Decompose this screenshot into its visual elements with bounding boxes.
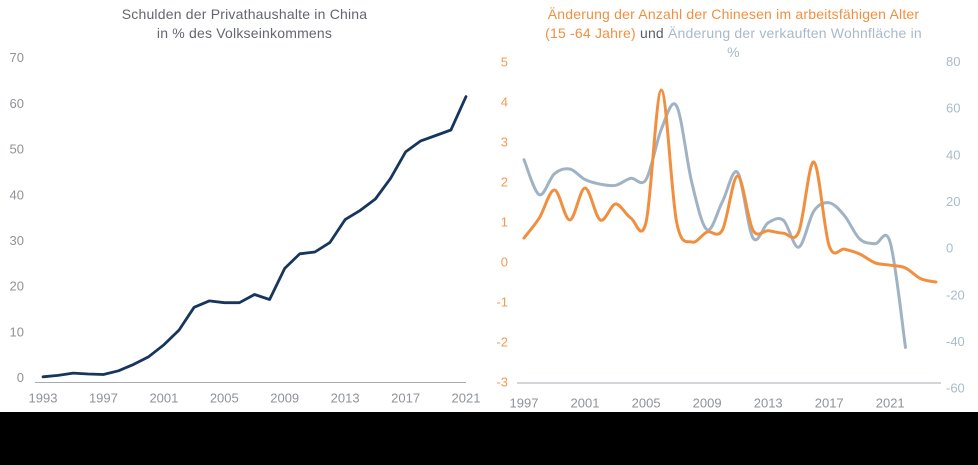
right-chart-title-floorspace-part1: Änderung der verkauften Wohnfläche in xyxy=(668,25,922,41)
footer-bar xyxy=(0,412,978,465)
left-chart-title-line1: Schulden der Privathaushalte in China xyxy=(121,6,368,22)
left-chart-y-tick-label: 0 xyxy=(17,370,24,385)
right-chart-left-y-tick-label: -2 xyxy=(496,335,508,350)
left-chart-y-tick-label: 60 xyxy=(10,96,24,111)
right-chart-left-y-tick-label: -1 xyxy=(496,295,508,310)
right-chart-title-workforce-part1: Änderung der Anzahl der Chinesen im arbe… xyxy=(547,6,920,22)
left-chart-y-tick-label: 70 xyxy=(10,50,24,65)
left-chart-y-tick-label: 50 xyxy=(10,142,24,157)
left-chart-x-tick-label: 1993 xyxy=(29,391,58,406)
right-chart-title-workforce-part2: (15 -64 Jahre) xyxy=(545,25,636,41)
right-chart-x-tick-label: 2013 xyxy=(754,396,783,411)
floorspace-line xyxy=(522,102,907,349)
left-chart-title-line2: in % des Volkseinkommens xyxy=(156,25,333,41)
left-chart-x-tick-label: 2013 xyxy=(331,391,360,406)
right-chart-left-y-tick-label: 3 xyxy=(501,135,508,150)
workforce-floorspace-chart-plot: 5 4 3 2 1 0 -1 -2 -3 80 60 40 20 0 -20 -40 -60 1997 2001 20… xyxy=(496,54,965,411)
left-chart-y-tick-label: 30 xyxy=(10,233,24,248)
right-chart-right-y-tick-label: 40 xyxy=(946,147,960,162)
left-chart-x-tick-label: 2001 xyxy=(149,391,178,406)
debt-line xyxy=(41,95,468,379)
left-chart-y-tick-label: 10 xyxy=(10,324,24,339)
right-chart-left-y-tick-label: 5 xyxy=(501,55,508,70)
left-chart-title: Schulden der Privathaushalte in China in … xyxy=(0,5,489,43)
household-debt-chart-plot: 0 10 20 30 40 50 60 70 1993 1997 2001 2005 2009 2013 2… xyxy=(10,50,481,406)
right-chart-left-y-tick-label: 2 xyxy=(501,175,508,190)
right-chart-left-y-tick-label: 0 xyxy=(501,255,508,270)
left-chart-x-tick-label: 2009 xyxy=(270,391,299,406)
right-chart-x-tick-label: 2005 xyxy=(632,396,661,411)
right-chart-right-y-tick-label: 60 xyxy=(946,101,960,116)
right-chart-x-tick-label: 2021 xyxy=(876,396,905,411)
right-chart-x-tick-label: 2017 xyxy=(815,396,844,411)
right-chart-left-y-tick-label: -3 xyxy=(496,375,508,390)
right-chart-right-y-tick-label: -20 xyxy=(946,287,965,302)
right-chart-title-floorspace-part2: % xyxy=(727,44,740,60)
right-chart-title: Änderung der Anzahl der Chinesen im arbe… xyxy=(489,5,978,62)
right-chart-left-y-tick-label: 4 xyxy=(501,95,508,110)
left-chart-x-tick-label: 2021 xyxy=(452,391,481,406)
right-chart-right-y-tick-label: 20 xyxy=(946,194,960,209)
right-chart-left-y-tick-label: 1 xyxy=(501,215,508,230)
left-chart-x-tick-label: 1997 xyxy=(89,391,118,406)
right-chart-x-tick-label: 2009 xyxy=(693,396,722,411)
right-chart-right-y-tick-label: -60 xyxy=(946,381,965,396)
right-chart-x-tick-label: 1997 xyxy=(510,396,539,411)
right-chart-title-connector: und xyxy=(639,25,664,41)
right-chart-right-y-tick-label: -40 xyxy=(946,334,965,349)
left-chart-y-tick-label: 20 xyxy=(10,279,24,294)
left-chart-x-tick-label: 2005 xyxy=(210,391,239,406)
workforce-line xyxy=(522,88,938,284)
right-chart-x-tick-label: 2001 xyxy=(571,396,600,411)
left-chart-y-tick-label: 40 xyxy=(10,187,24,202)
left-chart-x-tick-label: 2017 xyxy=(391,391,420,406)
right-chart-right-y-tick-label: 0 xyxy=(946,241,953,256)
right-chart-right-y-tick-label: 80 xyxy=(946,54,960,69)
